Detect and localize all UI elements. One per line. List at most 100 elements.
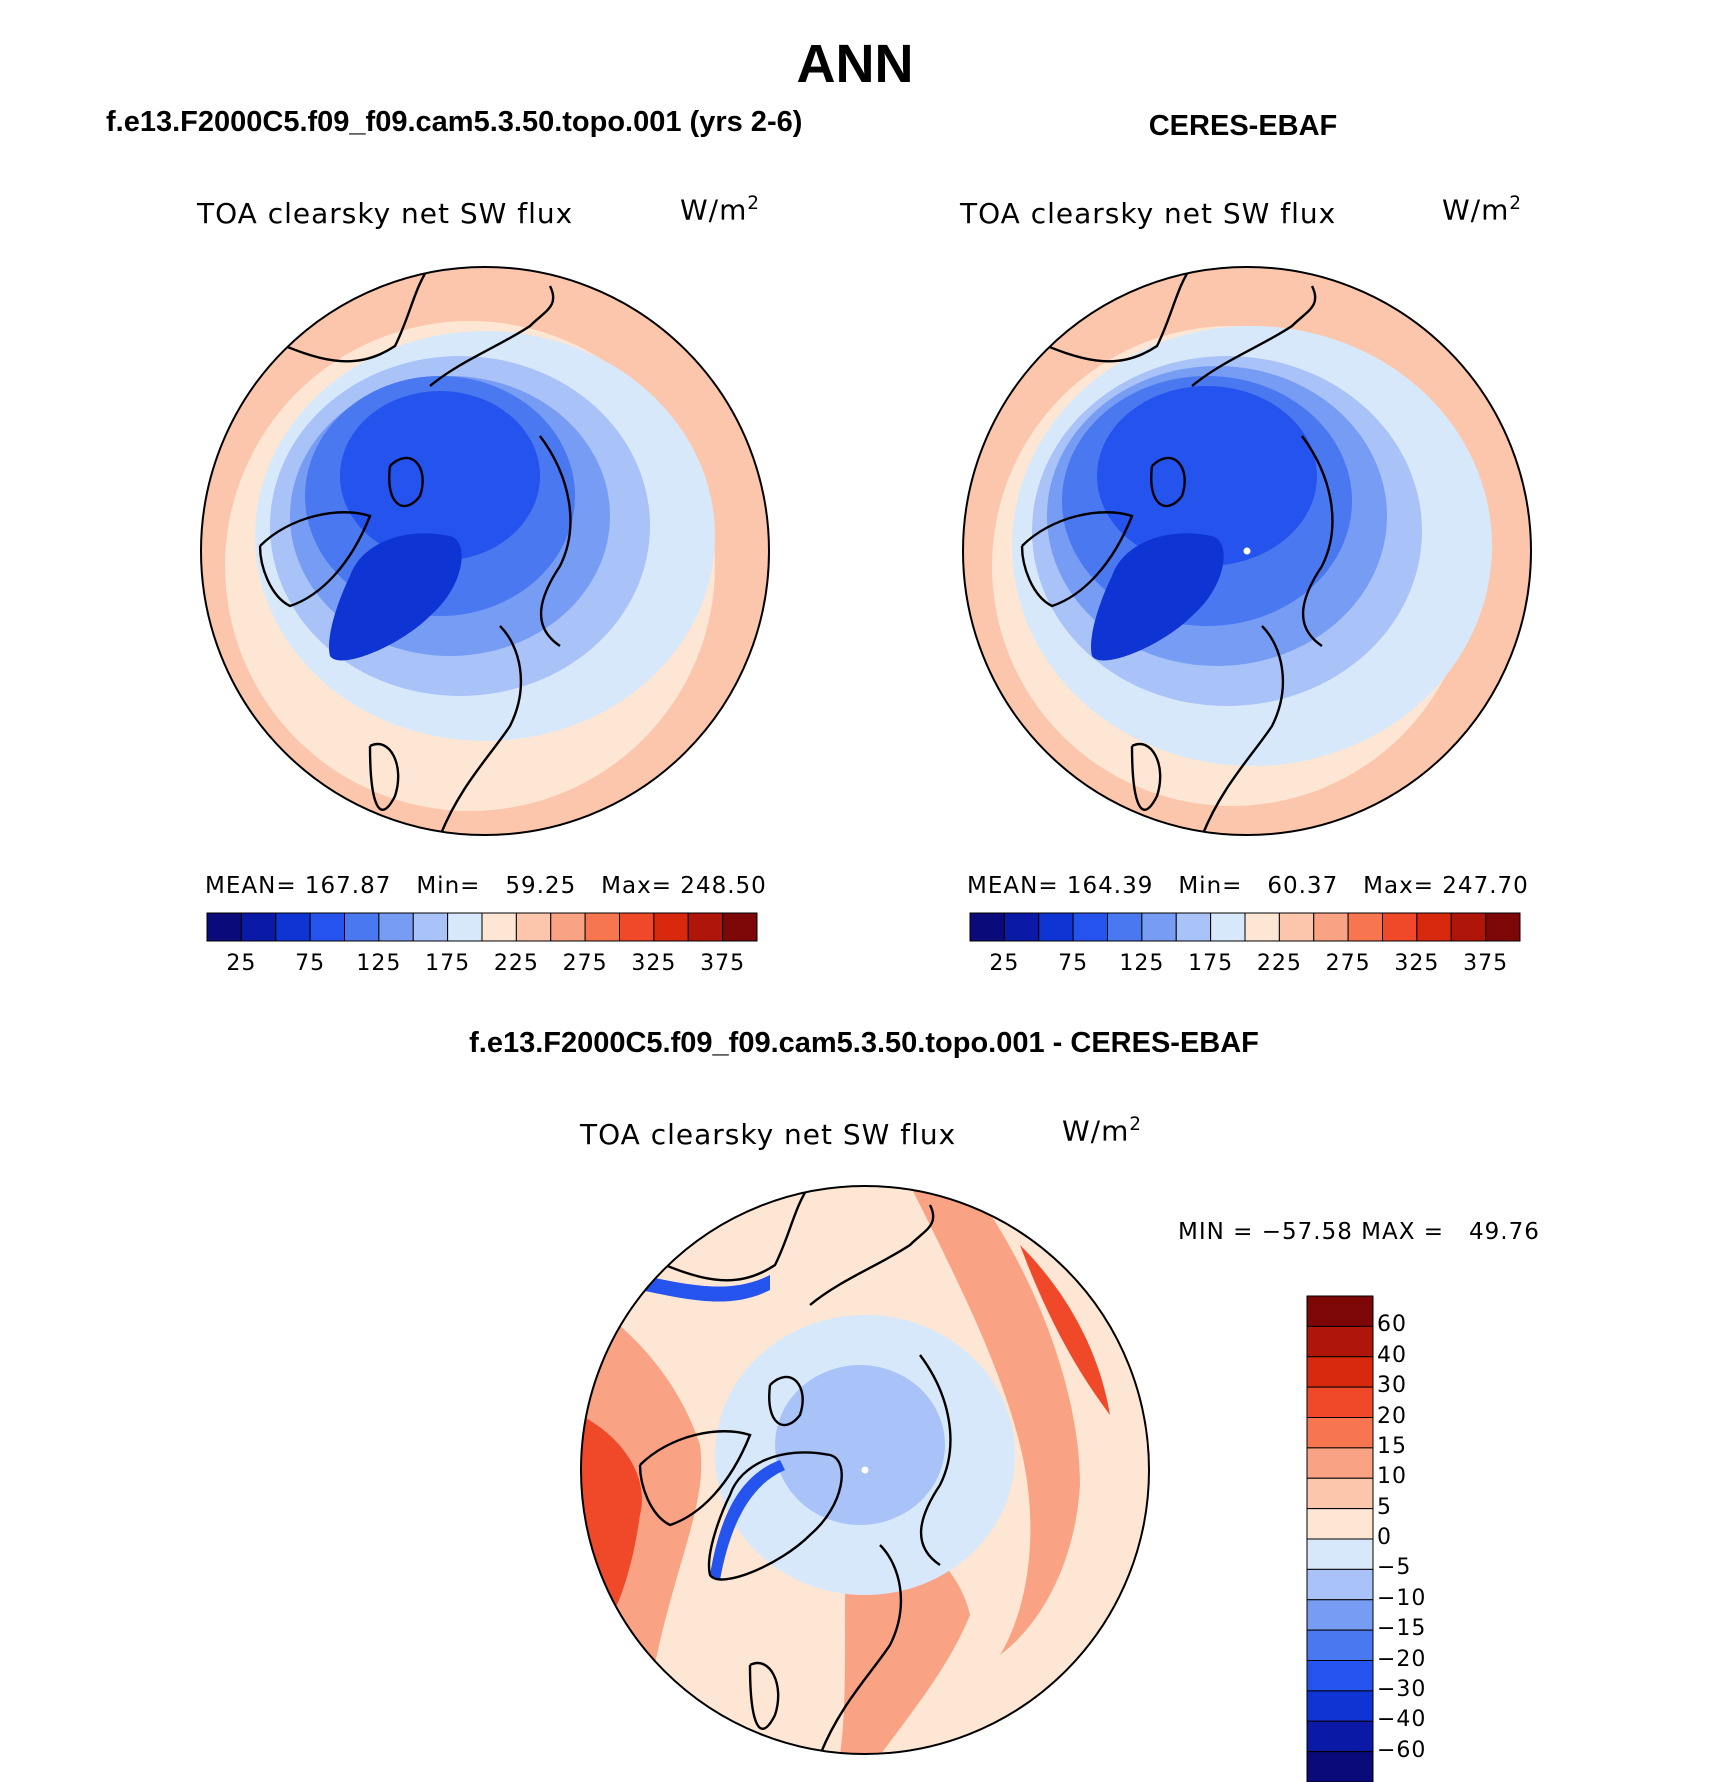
colorbar-tick-label: 30 (1377, 1373, 1407, 1399)
colorbar-tick-label: 275 (1325, 951, 1371, 976)
panel3-units-label: W/m2 (1062, 1114, 1142, 1148)
colorbar-swatch (1278, 912, 1315, 942)
colorbar-swatch (515, 912, 552, 942)
colorbar-swatch (1306, 1599, 1374, 1631)
panel3-coastline (638, 1186, 952, 1754)
colorbar-tick-label: 325 (1394, 951, 1440, 976)
colorbar-tick-label: 75 (1058, 951, 1089, 976)
panel2-greenland (1091, 533, 1224, 661)
colorbar-tick-label: −60 (1377, 1737, 1427, 1763)
colorbar-swatch (1306, 1720, 1374, 1753)
colorbar-tick-label: 15 (1377, 1433, 1407, 1459)
colorbar-swatch (1313, 912, 1349, 942)
panel2-mean-value: 164.39 (1066, 873, 1154, 899)
colorbar-swatch (1306, 1568, 1374, 1601)
colorbar-swatch (550, 912, 586, 942)
panel3-pole-marker (861, 1466, 869, 1474)
panel2-stats: MEAN= 164.39 Min= 60.37 Max= 247.70 (967, 873, 1529, 899)
colorbar-swatch (1450, 912, 1487, 942)
panel1-min-label: Min= (416, 873, 481, 899)
panel3-east-warm-region (910, 1186, 1080, 1655)
units-superscript: 2 (1129, 1114, 1142, 1135)
colorbar-swatch (481, 912, 517, 942)
panel3-east-hot-region (1020, 1245, 1110, 1415)
colorbar-swatch (687, 912, 724, 942)
colorbar-swatch (1306, 1690, 1374, 1722)
colorbar-swatch (240, 912, 277, 942)
colorbar-swatch (969, 912, 1005, 942)
colorbar-tick-label: −5 (1377, 1555, 1412, 1581)
colorbar-swatch (1107, 912, 1143, 942)
colorbar-swatch (1306, 1447, 1374, 1479)
colorbar-swatch (378, 912, 414, 942)
colorbar-swatch (1306, 1417, 1374, 1449)
colorbar-tick-label: 125 (356, 951, 402, 976)
colorbar-tick-label: −15 (1377, 1616, 1427, 1642)
panel2-pole-marker (1243, 547, 1251, 555)
colorbar-swatch (1306, 1386, 1374, 1418)
colorbar-tick-label: −10 (1377, 1585, 1427, 1611)
colorbar-swatch (344, 912, 380, 942)
colorbar-swatch (1038, 912, 1074, 942)
units-superscript: 2 (1509, 193, 1522, 214)
colorbar-swatch (1416, 912, 1452, 942)
colorbar-swatch (1306, 1538, 1374, 1570)
colorbar-tick-label: 225 (1256, 951, 1302, 976)
colorbar-swatch (1306, 1751, 1374, 1782)
panel1-core (340, 391, 540, 561)
panel1-stats: MEAN= 167.87 Min= 59.25 Max= 248.50 (205, 873, 767, 899)
panel2-variable-label: TOA clearsky net SW flux (960, 197, 1337, 230)
panel2-min-label: Min= (1178, 873, 1243, 899)
colorbar-swatch (1210, 912, 1246, 942)
colorbar-swatch (206, 912, 242, 942)
panel2-max-value: 247.70 (1442, 873, 1529, 899)
panel3-minmax: MIN = −57.58 MAX = 49.76 (1178, 1219, 1540, 1245)
panel1-mean-label: MEAN= (205, 873, 297, 899)
colorbar-swatch (619, 912, 655, 942)
colorbar-swatch (1175, 912, 1212, 942)
panel1-max-value: 248.50 (680, 873, 767, 899)
colorbar-swatch (1347, 912, 1383, 942)
colorbar-swatch (1003, 912, 1040, 942)
colorbar-tick-label: 225 (493, 951, 539, 976)
colorbar-swatch (1141, 912, 1177, 942)
panel1-colorbar (206, 912, 758, 942)
panel2-polar-map (962, 266, 1532, 836)
panel1-max-label: Max= (601, 873, 672, 899)
panel1-mean-value: 167.87 (304, 873, 392, 899)
colorbar-tick-label: 175 (425, 951, 471, 976)
colorbar-swatch (1306, 1356, 1374, 1388)
colorbar-tick-label: 125 (1119, 951, 1165, 976)
panel3-colorbar (1306, 1295, 1374, 1782)
colorbar-swatch (1306, 1660, 1374, 1692)
colorbar-swatch (653, 912, 689, 942)
colorbar-tick-label: 20 (1377, 1403, 1407, 1429)
colorbar-tick-label: −20 (1377, 1646, 1427, 1672)
panel1-coastline (258, 267, 572, 835)
panel2-units-label: W/m2 (1442, 193, 1522, 227)
colorbar-tick-label: 10 (1377, 1464, 1407, 1490)
panel2-colorbar (969, 912, 1521, 942)
colorbar-swatch (1306, 1477, 1374, 1510)
panel2-header: CERES-EBAF (1148, 110, 1338, 142)
colorbar-swatch (1306, 1629, 1374, 1661)
colorbar-tick-label: 25 (226, 951, 257, 976)
colorbar-swatch (275, 912, 311, 942)
panel3-greenland-cold-rim (710, 1460, 785, 1580)
colorbar-swatch (412, 912, 449, 942)
panel2-max-label: Max= (1363, 873, 1434, 899)
colorbar-swatch (309, 912, 345, 942)
colorbar-tick-label: 0 (1377, 1525, 1392, 1550)
colorbar-swatch (584, 912, 620, 942)
colorbar-swatch (1306, 1325, 1374, 1358)
colorbar-swatch (722, 912, 758, 942)
panel1-header: f.e13.F2000C5.f09_f09.cam5.3.50.topo.001… (106, 106, 803, 138)
panel1-min-value: 59.25 (505, 873, 577, 899)
colorbar-tick-label: 60 (1377, 1312, 1407, 1338)
colorbar-tick-label: 40 (1377, 1342, 1407, 1368)
colorbar-tick-label: 25 (989, 951, 1020, 976)
colorbar-tick-label: −30 (1377, 1676, 1427, 1702)
colorbar-tick-label: 5 (1377, 1494, 1392, 1520)
colorbar-swatch (1306, 1508, 1374, 1540)
panel3-polar-map (580, 1185, 1150, 1755)
